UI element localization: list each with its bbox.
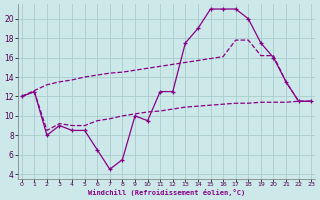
X-axis label: Windchill (Refroidissement éolien,°C): Windchill (Refroidissement éolien,°C) — [88, 189, 245, 196]
